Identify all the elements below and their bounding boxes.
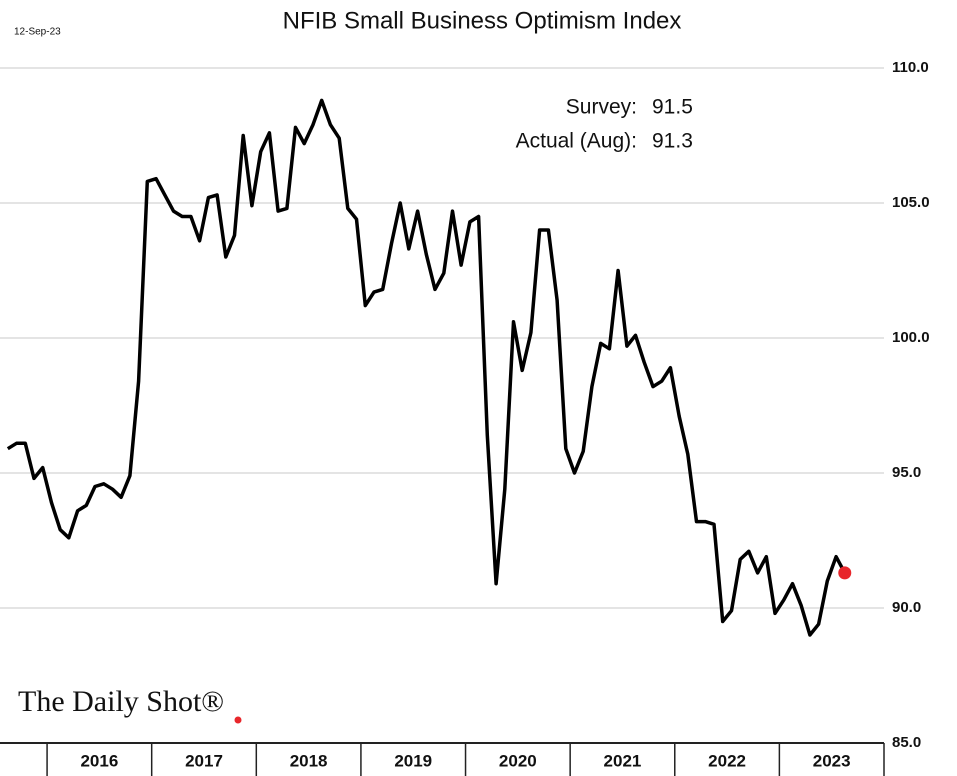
x-tick-label: 2018 — [290, 751, 328, 770]
y-tick-label: 105.0 — [892, 194, 930, 211]
y-tick-label: 110.0 — [892, 59, 929, 76]
latest-point — [838, 566, 852, 580]
x-tick-label: 2023 — [813, 751, 851, 770]
x-tick-label: 2017 — [185, 751, 223, 770]
chart-title: NFIB Small Business Optimism Index — [283, 7, 682, 34]
y-tick-label: 90.0 — [892, 599, 921, 616]
chart-date: 12-Sep-23 — [14, 27, 61, 38]
y-tick-label: 95.0 — [892, 464, 921, 481]
x-tick-label: 2021 — [604, 751, 642, 770]
y-tick-label: 85.0 — [892, 734, 921, 751]
x-tick-label: 2020 — [499, 751, 537, 770]
annotation-label: Actual (Aug): — [516, 130, 637, 153]
annotation-value: 91.5 — [652, 96, 693, 119]
x-tick-label: 2022 — [708, 751, 746, 770]
annotation-label: Survey: — [566, 96, 637, 119]
annotation-value: 91.3 — [652, 130, 693, 153]
source-logo: The Daily Shot® — [18, 685, 224, 718]
x-tick-label: 2016 — [80, 751, 118, 770]
x-tick-label: 2019 — [394, 751, 432, 770]
y-tick-label: 100.0 — [892, 329, 930, 346]
series-line — [6, 98, 847, 637]
logo-dot — [234, 716, 242, 724]
